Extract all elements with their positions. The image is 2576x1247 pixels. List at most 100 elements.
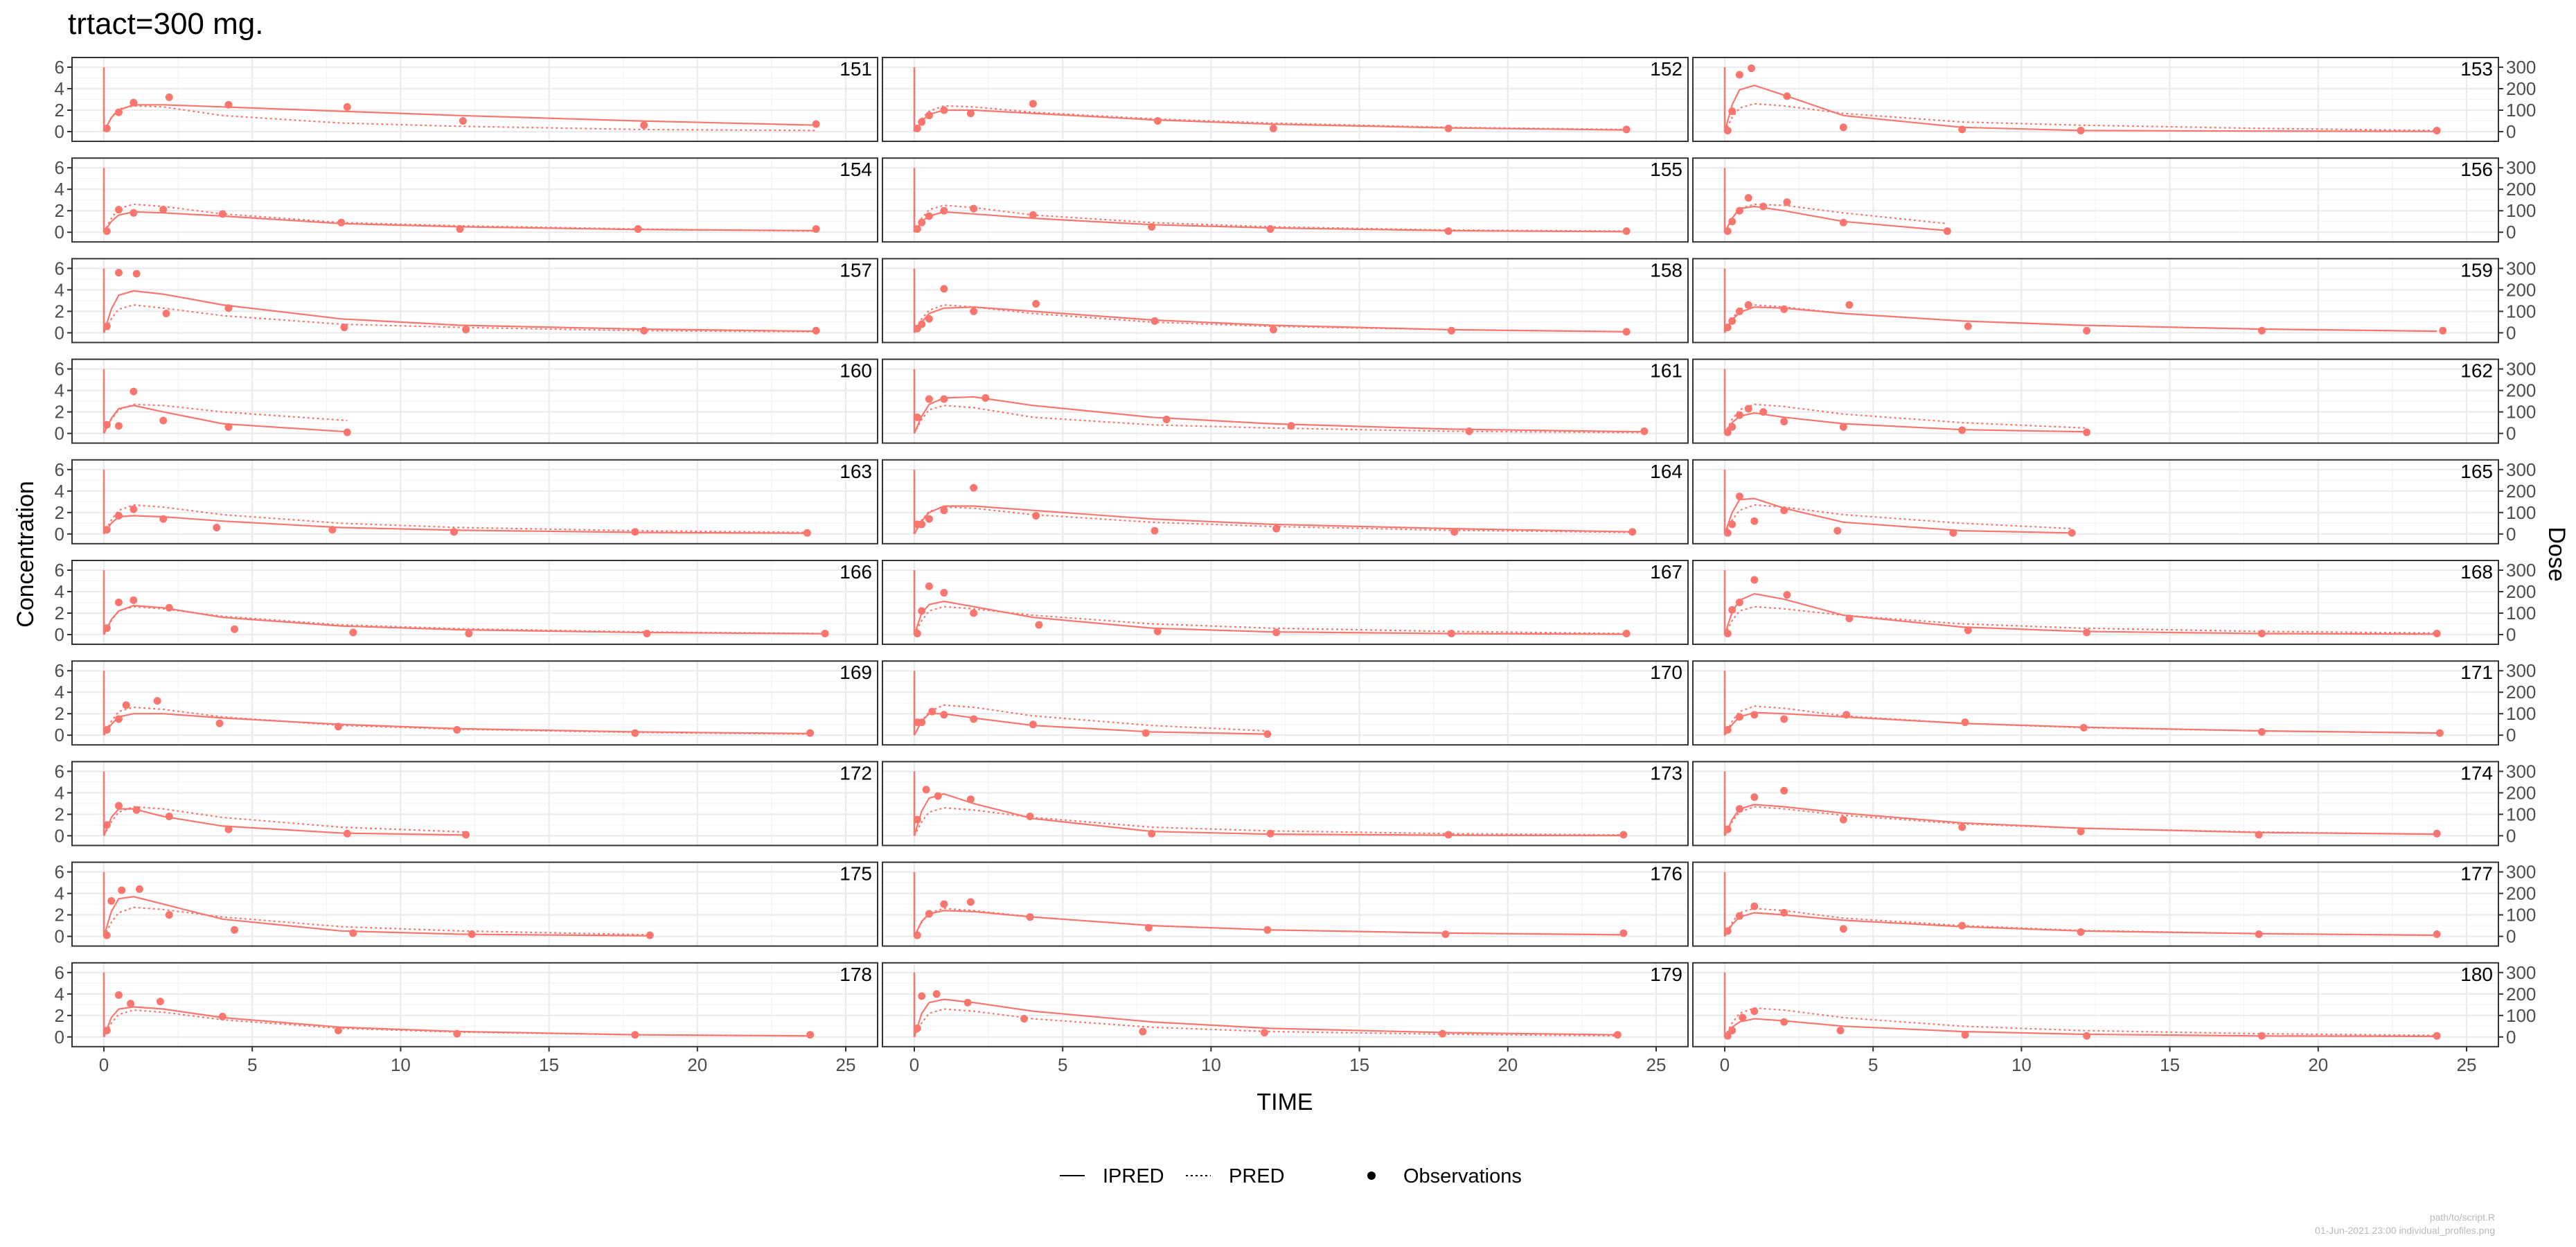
y2-tick-label: 0: [2506, 423, 2516, 444]
panel-border: [1692, 660, 2499, 746]
observation-point: [2433, 930, 2441, 938]
x-tick-label: 0: [909, 1054, 919, 1075]
ipred-line: [1723, 497, 2072, 535]
observation-point: [1026, 913, 1034, 921]
observation-point: [918, 607, 926, 615]
pred-line: [914, 405, 1644, 434]
observation-point: [1020, 1014, 1029, 1023]
panel-border: [882, 57, 1689, 142]
observation-point: [1029, 211, 1037, 219]
x-tick-label: 10: [2011, 1054, 2032, 1075]
panel-id-label: 170: [1650, 662, 1682, 683]
panel-border: [882, 660, 1689, 746]
observation-point: [812, 120, 820, 128]
observation-point: [1444, 831, 1453, 839]
ipred-line: [1723, 592, 2437, 635]
observation-point: [918, 992, 926, 1000]
panel-border: [882, 761, 1689, 847]
x-tick-label: 0: [99, 1054, 109, 1075]
observation-point: [1964, 322, 1972, 330]
panel-border: [71, 560, 878, 645]
y2-tick-label: 300: [2506, 57, 2536, 78]
pred-line: [1724, 705, 2440, 736]
observation-point: [803, 529, 811, 537]
observation-point: [932, 990, 941, 998]
observation-point: [1723, 725, 1732, 734]
x-tick-label: 5: [1868, 1054, 1878, 1075]
observation-point: [1759, 202, 1768, 211]
panel-border: [882, 157, 1689, 243]
observation-point: [456, 225, 464, 233]
observation-point: [328, 526, 337, 534]
panel-id-label: 156: [2460, 159, 2493, 180]
y-tick-label: 2: [55, 703, 64, 724]
panel-id-label: 169: [840, 662, 872, 683]
observation-point: [918, 320, 926, 328]
observation-point: [1029, 720, 1037, 729]
observation-point: [349, 628, 357, 637]
y2-tick-label: 0: [2506, 624, 2516, 645]
y2-tick-label: 300: [2506, 157, 2536, 178]
observation-point: [1723, 227, 1732, 236]
observation-point: [1845, 614, 1854, 623]
y-tick-label: 0: [55, 624, 64, 645]
observation-point: [925, 910, 933, 918]
observation-point: [1735, 307, 1743, 315]
observation-point: [1465, 427, 1473, 435]
observation-point: [230, 625, 238, 633]
observation-point: [1735, 493, 1743, 501]
observation-point: [2079, 723, 2088, 732]
observation-point: [821, 629, 829, 637]
observation-point: [2433, 629, 2441, 637]
observation-point: [925, 395, 933, 403]
observation-point: [1723, 126, 1732, 134]
legend-pred-label: PRED: [1229, 1165, 1285, 1187]
observation-point: [1439, 1029, 1447, 1038]
observation-point: [114, 802, 123, 810]
observation-point: [2083, 628, 2091, 637]
ipred-line: [914, 306, 1627, 334]
observation-point: [1961, 1031, 1969, 1039]
panel-border: [882, 560, 1689, 645]
panel-border: [71, 157, 878, 243]
observation-point: [224, 825, 233, 833]
panel-id-label: 152: [1650, 58, 1682, 80]
y2-tick-label: 0: [2506, 926, 2516, 947]
y-tick-label: 4: [55, 481, 64, 502]
panel-id-label: 163: [840, 461, 872, 482]
observation-point: [643, 629, 651, 637]
panel-border: [1692, 962, 2499, 1047]
observation-point: [646, 931, 654, 939]
observation-point: [1151, 317, 1159, 325]
pred-line: [914, 204, 1627, 233]
observation-point: [918, 218, 926, 227]
observation-point: [1162, 415, 1171, 423]
pred-line: [103, 203, 817, 233]
observation-point: [159, 515, 168, 523]
ipred-line: [914, 109, 1627, 132]
panel-border: [71, 962, 878, 1047]
observation-point: [103, 124, 111, 132]
observation-point: [1728, 423, 1736, 431]
observation-point: [1750, 576, 1759, 584]
x-tick-label: 25: [836, 1054, 856, 1075]
y2-tick-label: 100: [2506, 502, 2536, 523]
observation-point: [634, 225, 642, 233]
footer-note: path/to/script.R 01-Jun-2021 23:00 indiv…: [2315, 1211, 2495, 1237]
ipred-line: [103, 405, 348, 434]
observation-point: [230, 926, 238, 934]
observation-point: [2083, 326, 2091, 335]
pred-line: [1724, 1007, 2437, 1038]
observation-point: [1723, 629, 1732, 637]
observation-point: [918, 520, 926, 529]
observation-point: [1780, 418, 1788, 426]
observation-point: [1744, 194, 1752, 202]
panel-id-label: 160: [840, 360, 872, 382]
observation-point: [334, 1027, 342, 1034]
observation-point: [913, 413, 921, 421]
panel-id-label: 161: [1650, 360, 1682, 382]
observation-point: [114, 206, 123, 214]
observation-point: [2077, 126, 2085, 134]
y-tick-label: 0: [55, 1027, 64, 1047]
